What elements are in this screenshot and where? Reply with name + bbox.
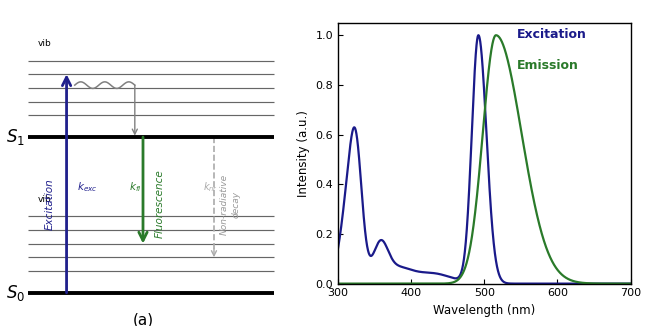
Text: Excitation: Excitation: [46, 178, 55, 230]
Text: vib: vib: [38, 39, 51, 48]
Text: $S_1$: $S_1$: [6, 127, 25, 147]
Text: Non-radiative
decay: Non-radiative decay: [220, 173, 240, 234]
Text: Fluorescence: Fluorescence: [155, 170, 164, 238]
Text: $k_{nr}$: $k_{nr}$: [203, 181, 218, 195]
Y-axis label: Intensity (a.u.): Intensity (a.u.): [297, 110, 310, 197]
Text: Emission: Emission: [516, 59, 578, 72]
Text: $S_0$: $S_0$: [6, 283, 25, 303]
X-axis label: Wavelength (nm): Wavelength (nm): [433, 304, 536, 317]
Text: Excitation: Excitation: [516, 28, 586, 41]
Text: vib: vib: [38, 195, 51, 204]
Text: $k_{fl}$: $k_{fl}$: [129, 181, 142, 195]
Text: $k_{exc}$: $k_{exc}$: [77, 181, 98, 195]
Text: (a): (a): [133, 312, 153, 326]
